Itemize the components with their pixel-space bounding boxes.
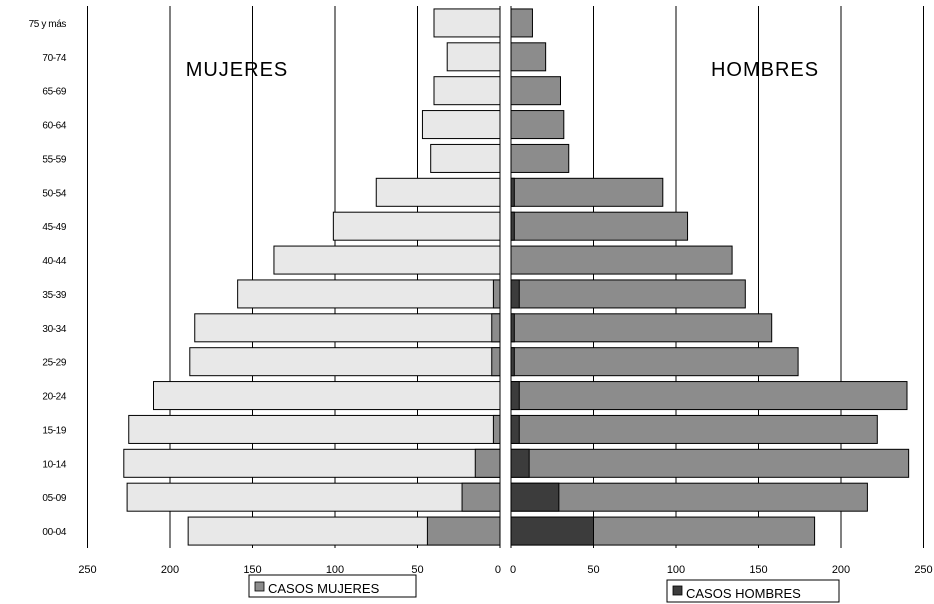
age-label-40-44: 40-44 xyxy=(42,256,66,267)
bar-mujeres-30-34 xyxy=(194,313,501,343)
age-label-20-24: 20-24 xyxy=(42,392,66,403)
bar-hombres-55-59 xyxy=(510,143,570,173)
bar-casos-mujeres-05-09 xyxy=(461,482,501,512)
tick-label-right-100: 100 xyxy=(667,564,685,576)
legend-box-hombres xyxy=(666,579,840,603)
bar-mujeres-70-74 xyxy=(446,42,501,72)
age-label-00-04: 00-04 xyxy=(42,527,66,538)
bar-hombres-10-14 xyxy=(510,448,910,478)
bar-mujeres-75 y más xyxy=(433,8,501,38)
bar-hombres-15-19 xyxy=(510,414,878,444)
bar-casos-hombres-00-04 xyxy=(510,516,594,546)
right-panel-title: HOMBRES xyxy=(711,59,819,81)
bar-mujeres-35-39 xyxy=(237,279,501,309)
bar-hombres-30-34 xyxy=(510,313,773,343)
bar-casos-hombres-10-14 xyxy=(510,448,530,478)
tick-label-right-0: 0 xyxy=(510,564,516,576)
bar-casos-hombres-30-34 xyxy=(510,313,515,343)
legend-swatch-hombres xyxy=(672,585,683,596)
bar-casos-hombres-05-09 xyxy=(510,482,560,512)
bar-casos-hombres-50-54 xyxy=(510,177,515,207)
bar-mujeres-45-49 xyxy=(332,211,501,241)
bar-hombres-40-44 xyxy=(510,245,733,275)
age-label-15-19: 15-19 xyxy=(42,425,66,436)
legend-label-mujeres: CASOS MUJERES xyxy=(268,581,380,596)
bar-casos-mujeres-35-39 xyxy=(492,279,501,309)
bar-casos-hombres-20-24 xyxy=(510,381,520,411)
legend-casos-hombres: CASOS HOMBRES xyxy=(666,579,840,603)
age-label-50-54: 50-54 xyxy=(42,188,66,199)
bar-mujeres-60-64 xyxy=(421,110,501,140)
bar-hombres-20-24 xyxy=(510,381,908,411)
bar-hombres-75 y más xyxy=(510,8,533,38)
age-label-05-09: 05-09 xyxy=(42,493,66,504)
bar-hombres-25-29 xyxy=(510,347,799,377)
bar-hombres-60-64 xyxy=(510,110,565,140)
bar-mujeres-50-54 xyxy=(375,177,501,207)
labels: 0 50 100 150 200 250 0 50 100 150 200 250 00-04 05-09… xyxy=(29,19,933,576)
bar-casos-mujeres-00-04 xyxy=(426,516,501,546)
tick-label-right-200: 200 xyxy=(832,564,850,576)
tick-label-left-150: 150 xyxy=(243,564,261,576)
bar-hombres-50-54 xyxy=(510,177,664,207)
tick-label-left-100: 100 xyxy=(326,564,344,576)
tick-label-right-150: 150 xyxy=(749,564,767,576)
left-panel-title: MUJERES xyxy=(186,59,289,81)
tick-label-right-50: 50 xyxy=(587,564,599,576)
age-label-30-34: 30-34 xyxy=(42,324,66,335)
age-label-75 y más: 75 y más xyxy=(29,19,67,30)
legend-label-hombres: CASOS HOMBRES xyxy=(686,586,801,601)
tick-label-left-50: 50 xyxy=(411,564,423,576)
bar-mujeres-10-14 xyxy=(123,448,501,478)
legend-box-mujeres xyxy=(248,574,417,598)
bar-mujeres-25-29 xyxy=(189,347,501,377)
bar-casos-mujeres-30-34 xyxy=(491,313,501,343)
bar-mujeres-05-09 xyxy=(126,482,501,512)
bar-mujeres-55-59 xyxy=(430,143,501,173)
tick-label-left-0: 0 xyxy=(495,564,501,576)
bar-casos-mujeres-15-19 xyxy=(492,414,501,444)
bar-mujeres-40-44 xyxy=(273,245,501,275)
age-label-25-29: 25-29 xyxy=(42,358,66,369)
age-label-10-14: 10-14 xyxy=(42,459,66,470)
tick-label-right-250: 250 xyxy=(914,564,932,576)
bar-mujeres-20-24 xyxy=(153,381,501,411)
bars xyxy=(123,8,910,546)
bar-hombres-35-39 xyxy=(510,279,746,309)
tick-label-left-200: 200 xyxy=(161,564,179,576)
bar-casos-mujeres-25-29 xyxy=(491,347,501,377)
bar-mujeres-65-69 xyxy=(433,76,501,106)
legend-swatch-mujeres xyxy=(254,581,265,592)
bar-hombres-05-09 xyxy=(510,482,868,512)
age-label-45-49: 45-49 xyxy=(42,222,66,233)
age-label-60-64: 60-64 xyxy=(42,121,66,132)
bar-casos-hombres-35-39 xyxy=(510,279,520,309)
bar-mujeres-15-19 xyxy=(128,414,501,444)
bar-casos-mujeres-10-14 xyxy=(474,448,501,478)
bar-casos-hombres-45-49 xyxy=(510,211,515,241)
bar-hombres-70-74 xyxy=(510,42,547,72)
legend-casos-mujeres: CASOS MUJERES xyxy=(248,574,417,598)
bar-casos-hombres-15-19 xyxy=(510,414,520,444)
bar-casos-hombres-25-29 xyxy=(510,347,515,377)
bar-hombres-65-69 xyxy=(510,76,561,106)
bar-hombres-45-49 xyxy=(510,211,689,241)
age-label-35-39: 35-39 xyxy=(42,290,66,301)
age-label-65-69: 65-69 xyxy=(42,87,66,98)
tick-label-left-250: 250 xyxy=(78,564,96,576)
age-label-70-74: 70-74 xyxy=(42,53,66,64)
age-label-55-59: 55-59 xyxy=(42,154,66,165)
